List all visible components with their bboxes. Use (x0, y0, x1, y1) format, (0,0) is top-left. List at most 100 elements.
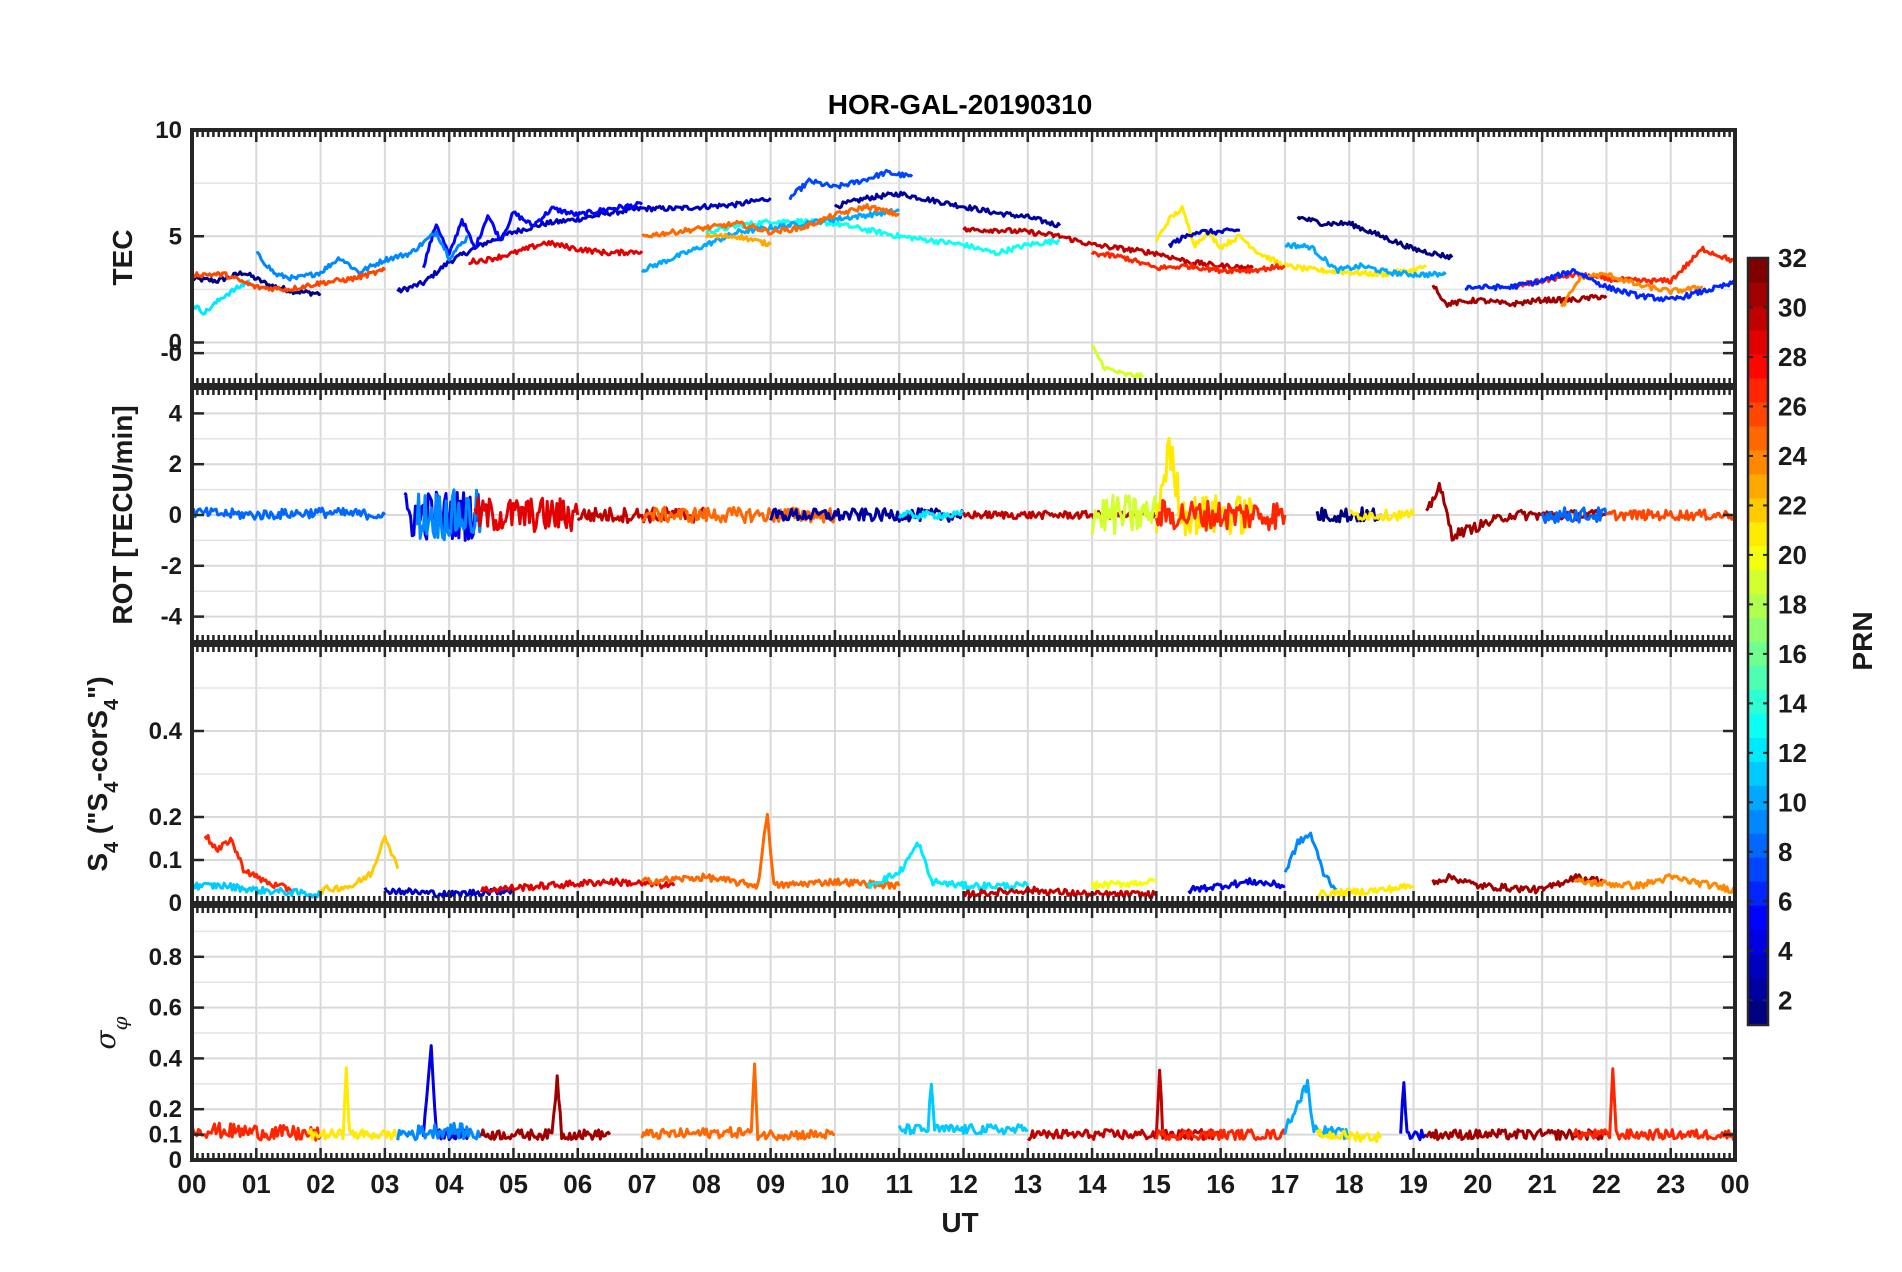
colorbar-tick-label: 16 (1778, 639, 1807, 669)
series-line-prn-31 (1431, 284, 1608, 308)
colorbar-segment (1748, 449, 1768, 475)
x-tick-label: 12 (949, 1169, 978, 1199)
series-line-prn-3 (1167, 227, 1241, 248)
colorbar-tick-label: 6 (1778, 886, 1792, 916)
x-tick-label: 05 (499, 1169, 528, 1199)
x-tick-label: 10 (820, 1169, 849, 1199)
colorbar-segment (1748, 401, 1768, 427)
series-line-prn-9 (396, 1121, 483, 1142)
colorbar-segment (1748, 353, 1768, 379)
y-axis-label: TEC (107, 230, 138, 286)
y-axis-label: S4 ("S4-corS4") (82, 676, 123, 871)
colorbar-segment (1748, 809, 1768, 834)
series-line-prn-24 (1573, 873, 1735, 894)
series-line-prn-30 (576, 506, 708, 524)
series-line-prn-21 (1315, 882, 1415, 899)
panel-3: 0 0.1 0.2 0.4 S4 ("S4-corS4") (82, 643, 1737, 917)
colorbar-tick-label: 32 (1778, 243, 1807, 273)
colorbar-segment (1748, 281, 1768, 307)
colorbar-segment (1748, 521, 1768, 547)
series-line-prn-25 (640, 812, 901, 890)
x-tick-label: 11 (885, 1169, 913, 1199)
series-line-prn-8 (192, 506, 387, 521)
series-line-prn-21 (1349, 508, 1415, 522)
y-tick-label: 0 (169, 1147, 182, 1174)
x-tick-label: 21 (1528, 1169, 1557, 1199)
series-group (192, 1044, 1735, 1144)
series-line-prn-1 (1296, 215, 1454, 261)
x-tick-label: 00 (1721, 1169, 1750, 1199)
x-tick-label: 07 (628, 1169, 657, 1199)
colorbar-segment (1748, 617, 1768, 643)
colorbar-segment (1748, 761, 1768, 786)
series-line-prn-27 (192, 1121, 322, 1142)
series-line-prn-11 (192, 881, 322, 899)
y-axis-label: σφ (89, 1016, 132, 1049)
colorbar-segment (1748, 1001, 1768, 1026)
series-line-prn-31 (1425, 1128, 1608, 1142)
x-tick-label: 14 (1078, 1169, 1107, 1199)
colorbar-segment (1748, 329, 1768, 355)
x-tick-label: 13 (1013, 1169, 1042, 1199)
series-line-prn-30 (962, 226, 1254, 272)
series-line-prn-2 (769, 507, 965, 523)
series-line-prn-10 (640, 208, 900, 274)
colorbar-segment (1748, 713, 1768, 738)
x-tick-label: 01 (242, 1169, 271, 1199)
y-tick-label: 0 (169, 330, 182, 357)
colorbar-tick-label: 2 (1778, 985, 1792, 1015)
y-tick-label: 0.2 (149, 804, 182, 831)
colorbar-segment (1748, 857, 1768, 882)
series-line-prn-3 (396, 197, 772, 294)
colorbar-segment (1748, 377, 1768, 403)
y-tick-label: -4 (161, 604, 183, 631)
panel-4: 00.10.2 0.4 0.6 0.8 σφ (89, 904, 1737, 1174)
y-axis-label: ROT [TECU/min] (107, 405, 138, 624)
x-tick-labels: 00 01 02 03 04 05 06 07 08 09 10 11 12 13 14 15 16 17 18 19… (178, 1169, 1750, 1199)
colorbar-segment (1748, 929, 1768, 954)
series-line-prn-27 (1154, 1128, 1287, 1142)
panel-2: -4 -2 0 2 4 ROT [TECU/min] (107, 386, 1737, 644)
series-line-prn-31 (479, 1074, 612, 1142)
y-tick-label: 0.6 (149, 995, 182, 1022)
colorbar-tick-label: 20 (1778, 540, 1807, 570)
colorbar-segment (1748, 569, 1768, 595)
series-line-prn-10 (1283, 1078, 1351, 1141)
x-tick-label: 04 (435, 1169, 464, 1199)
series-line-prn-29 (479, 877, 676, 894)
colorbar-tick-label: 12 (1778, 738, 1807, 768)
series-line-prn-19 (1090, 344, 1144, 379)
series-line-prn-25 (641, 203, 900, 239)
colorbar-segment (1748, 881, 1768, 906)
y-tick-label: 0.8 (149, 944, 182, 971)
colorbar-tick-label: 10 (1778, 787, 1807, 817)
x-tick-label: 17 (1270, 1169, 1299, 1199)
x-tick-label: 00 (178, 1169, 207, 1199)
series-line-prn-12 (897, 509, 965, 520)
series-line-prn-25 (640, 1062, 835, 1142)
series-line-prn-26 (1606, 508, 1735, 522)
colorbar-frame (1746, 256, 1770, 1027)
series-line-prn-11 (897, 1082, 1029, 1136)
series-line-prn-7 (788, 168, 914, 201)
colorbar-segment (1748, 593, 1768, 619)
series-line-prn-12 (866, 841, 1030, 891)
x-tick-label: 20 (1463, 1169, 1492, 1199)
y-tick-label: -0 (161, 340, 182, 367)
series-line-prn-27 (203, 833, 296, 894)
x-tick-label: 02 (306, 1169, 335, 1199)
series-line-prn-6 (1464, 268, 1735, 303)
series-line-prn-22 (319, 834, 400, 895)
colorbar-tick-label: 22 (1778, 490, 1807, 520)
y-tick-label: -2 (161, 553, 182, 580)
colorbar-segment (1748, 977, 1768, 1002)
series-line-prn-10 (1284, 242, 1447, 279)
series-line-prn-19 (1090, 493, 1158, 535)
colorbar-tick-label: 18 (1778, 589, 1807, 619)
series-line-prn-21 (1154, 205, 1427, 278)
x-tick-label: 19 (1399, 1169, 1428, 1199)
series-line-prn-26 (192, 266, 387, 293)
x-tick-label: 16 (1206, 1169, 1235, 1199)
